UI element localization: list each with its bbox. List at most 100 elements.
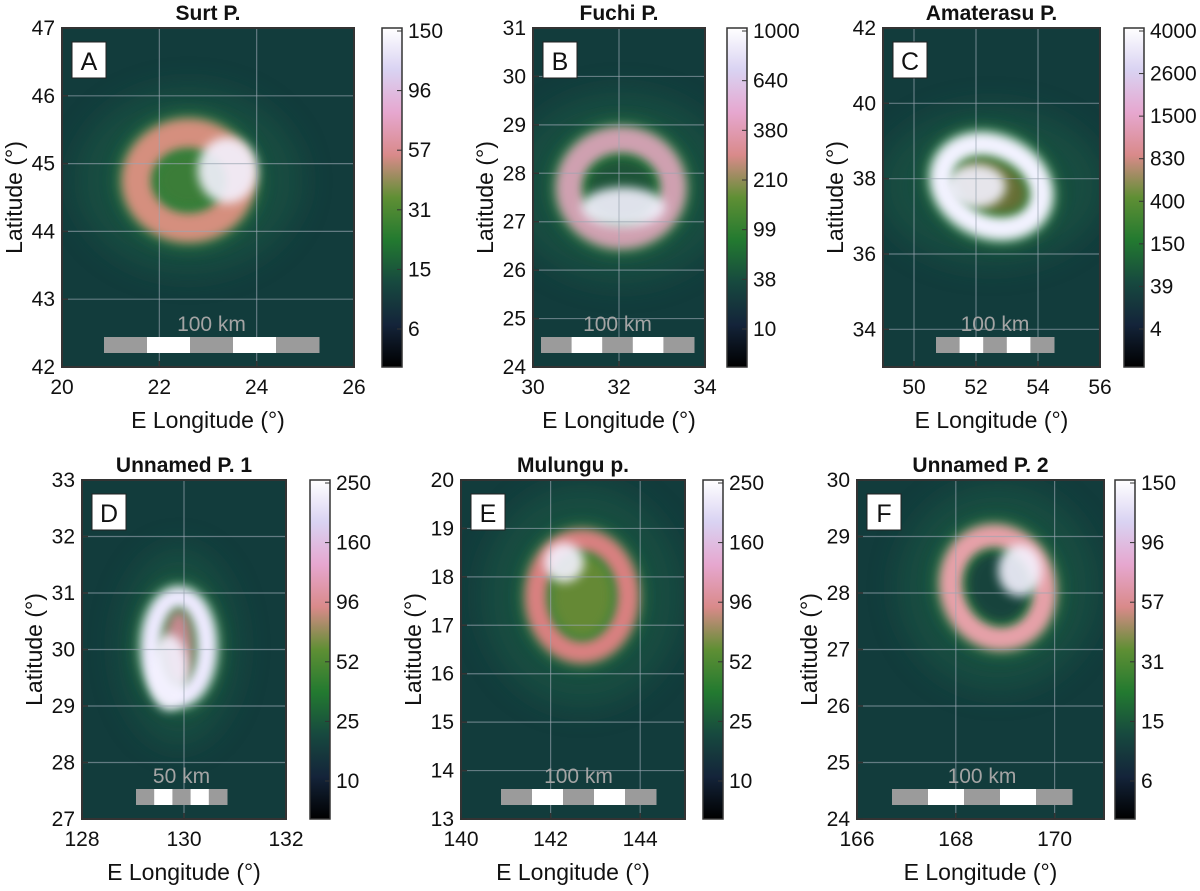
panel-letter: D [91,493,127,531]
panel-title: Surt P. [176,2,241,25]
map-area: 100 km [461,480,685,819]
scale-bar-segment [928,789,965,805]
x-tick-label: 56 [1088,376,1111,399]
colorbar-tick-label: 6 [1141,770,1153,793]
y-tick-label: 26 [827,695,850,718]
colorbar-bar [726,27,748,368]
y-tick-label: 16 [431,663,454,686]
panel-letter-box [542,41,578,79]
y-tick-label: 32 [52,526,75,549]
x-axis-label: E Longitude (°) [131,407,285,433]
colorbar-tick-label: 25 [729,710,752,733]
y-tick-label: 27 [52,808,75,831]
scale-bar-segment [571,337,603,353]
hotspot-feature [522,526,642,666]
y-tick-label: 29 [827,526,850,549]
scale-bar-segment [208,789,228,805]
feature-hotspot [581,187,666,228]
x-tick-label: 130 [166,828,201,851]
y-tick-label: 25 [503,308,526,331]
y-tick-label: 29 [52,695,75,718]
panel-letter: C [892,41,928,79]
x-tick-label: 128 [64,828,99,851]
y-tick-label: 30 [503,65,526,88]
y-tick-label: 45 [32,153,55,176]
y-axis-label: Latitude (°) [1,141,27,254]
x-tick-label: 30 [521,376,544,399]
colorbar: 150 96 57 31 15 6 [381,20,443,368]
colorbar-tick-label: 96 [1141,532,1164,555]
y-tick-label: 33 [52,469,75,492]
y-tick-label: 38 [853,168,876,191]
scale-bar-segment [541,337,573,353]
plot-frame [61,27,355,368]
scale-bar-segment [663,337,695,353]
scale-bar-segment [632,337,664,353]
panel-letter-box [470,493,506,531]
scale-bar-label: 100 km [948,765,1017,788]
colorbar-tick-label: 1000 [753,20,800,43]
panel-letter-text: F [876,500,891,528]
panel-d: 50 km D 128 130 132 27 28 29 30 31 32 33 Unnamed P. … [21,454,371,885]
panel-title: Mulungu p. [517,454,629,477]
colorbar-tick-label: 160 [336,532,371,555]
y-tick-label: 31 [503,17,526,40]
colorbar-tick-label: 10 [753,318,776,341]
x-tick-label: 168 [938,828,973,851]
scale-bar-segment [147,337,191,353]
panel-letter: F [866,493,902,531]
x-tick-label: 32 [607,376,630,399]
colorbar-tick-label: 15 [1141,710,1164,733]
x-axis-label: E Longitude (°) [496,859,650,885]
y-tick-label: 17 [431,614,454,637]
panel-title: Unnamed P. 2 [912,454,1048,477]
colorbar-tick-label: 57 [408,139,431,162]
scale-bar-segment [602,337,634,353]
map-area: 100 km [62,28,354,367]
scale-bar-segment [892,789,929,805]
x-tick-label: 26 [342,376,365,399]
panel-letter: A [71,41,107,79]
feature-ring [524,528,640,664]
x-tick-label: 54 [1026,376,1050,399]
x-tick-label: 166 [839,828,874,851]
panel-title: Amaterasu P. [926,2,1058,25]
colorbar-bar [1123,27,1145,368]
y-tick-label: 14 [431,760,455,783]
plot-frame [460,479,686,820]
panel-letter-box [866,493,902,531]
y-tick-label: 28 [503,162,526,185]
y-tick-label: 27 [827,639,850,662]
scale-bar-label: 100 km [544,765,613,788]
colorbar-tick-label: 39 [1150,275,1173,298]
colorbar-bar [381,27,403,368]
scale-bar-label: 50 km [153,765,210,788]
scale-bar-segment [959,337,984,353]
scale-bar-segment [1036,789,1073,805]
feature-ring [555,126,687,250]
y-tick-label: 30 [827,469,850,492]
colorbar-bar [702,479,724,820]
colorbar-tick-label: 6 [408,318,420,341]
scale-bar-segment [276,337,320,353]
scale-bar-segment [190,337,234,353]
colorbar-tick-label: 150 [408,20,443,43]
x-tick-label: 140 [443,828,478,851]
y-tick-label: 20 [431,469,454,492]
colorbar: 250 160 96 52 25 10 [702,472,764,820]
y-tick-label: 34 [853,318,877,341]
scale-bar-segment [594,789,626,805]
scale-bar-segment [964,789,1001,805]
x-tick-label: 24 [245,376,269,399]
colorbar-tick-label: 150 [1150,233,1185,256]
y-axis-label: Latitude (°) [472,141,498,254]
y-tick-label: 15 [431,711,454,734]
colorbar-tick-label: 38 [753,268,776,291]
panel-letter-text: C [901,48,919,76]
scale-bar-segment [1006,337,1031,353]
colorbar-tick-label: 640 [753,70,788,93]
colorbar: 150 96 57 31 15 6 [1114,472,1176,820]
colorbar-tick-label: 250 [336,472,371,495]
x-tick-label: 52 [964,376,987,399]
